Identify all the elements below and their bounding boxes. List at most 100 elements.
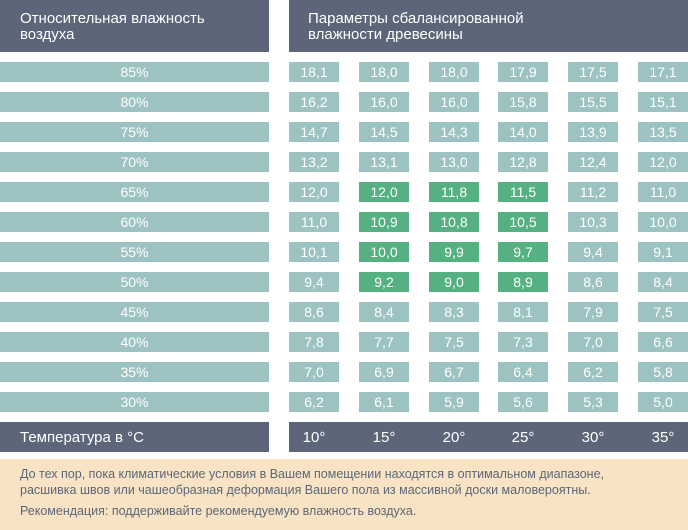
moisture-cell: 10,3 (568, 212, 618, 232)
table-row: 30% 6,2 6,1 5,9 5,6 5,3 5,0 (0, 392, 688, 412)
moisture-cell: 7,5 (638, 302, 688, 322)
wood-moisture-header-line2: влажности древесины (308, 26, 463, 43)
table-row: 85% 18,1 18,0 18,0 17,9 17,5 17,1 (0, 62, 688, 82)
table-row: 50% 9,4 9,2 9,0 8,9 8,6 8,4 (0, 272, 688, 292)
table-row: 65% 12,0 12,0 11,8 11,5 11,2 11,0 (0, 182, 688, 202)
humidity-header-line2: воздуха (20, 26, 75, 43)
moisture-cell: 6,6 (638, 332, 688, 352)
moisture-cell: 7,3 (498, 332, 548, 352)
moisture-cell: 5,9 (429, 392, 479, 412)
temperature-cell: 35° (651, 428, 675, 446)
moisture-cell: 7,9 (568, 302, 618, 322)
optimal-moisture-cell: 10,8 (429, 212, 479, 232)
humidity-cell: 60% (0, 212, 269, 232)
optimal-moisture-cell: 10,9 (359, 212, 409, 232)
moisture-cell: 6,2 (289, 392, 339, 412)
temperature-row: 10° 15° 20° 25° 30° 35° (289, 422, 688, 452)
moisture-cell: 14,3 (429, 122, 479, 142)
moisture-cell: 14,7 (289, 122, 339, 142)
optimal-moisture-cell: 11,8 (429, 182, 479, 202)
moisture-cell: 12,4 (568, 152, 618, 172)
moisture-cell: 7,8 (289, 332, 339, 352)
table-row: 60% 11,0 10,9 10,8 10,5 10,3 10,0 (0, 212, 688, 232)
table-row: 75% 14,7 14,5 14,3 14,0 13,9 13,5 (0, 122, 688, 142)
humidity-cell: 85% (0, 62, 269, 82)
moisture-cell: 13,0 (429, 152, 479, 172)
optimal-moisture-cell: 12,0 (359, 182, 409, 202)
moisture-cell: 17,5 (568, 62, 618, 82)
table-row: 45% 8,6 8,4 8,3 8,1 7,9 7,5 (0, 302, 688, 322)
note-line-2: расшивка швов или чашеобразная деформаци… (20, 483, 591, 497)
moisture-cell: 9,4 (289, 272, 339, 292)
moisture-cell: 12,8 (498, 152, 548, 172)
moisture-cell: 5,0 (638, 392, 688, 412)
moisture-cell: 8,3 (429, 302, 479, 322)
temperature-label: Температура в °C (20, 428, 144, 446)
moisture-cell: 18,1 (289, 62, 339, 82)
moisture-cell: 18,0 (359, 62, 409, 82)
temperature-cell: 15° (372, 428, 396, 446)
moisture-cell: 13,2 (289, 152, 339, 172)
moisture-cell: 9,4 (568, 242, 618, 262)
temperature-cell: 20° (442, 428, 466, 446)
optimal-moisture-cell: 10,0 (359, 242, 409, 262)
moisture-cell: 13,1 (359, 152, 409, 172)
moisture-cell: 7,0 (568, 332, 618, 352)
moisture-cell: 15,1 (638, 92, 688, 112)
moisture-cell: 5,3 (568, 392, 618, 412)
moisture-cell: 14,5 (359, 122, 409, 142)
wood-moisture-column-header: Параметры сбалансированной влажности дре… (289, 0, 688, 52)
optimal-moisture-cell: 9,9 (429, 242, 479, 262)
humidity-cell: 35% (0, 362, 269, 382)
moisture-cell: 17,1 (638, 62, 688, 82)
humidity-cell: 40% (0, 332, 269, 352)
wood-moisture-header-line1: Параметры сбалансированной (308, 10, 524, 27)
humidity-cell: 75% (0, 122, 269, 142)
optimal-moisture-cell: 9,7 (498, 242, 548, 262)
table-row: 55% 10,1 10,0 9,9 9,7 9,4 9,1 (0, 242, 688, 262)
moisture-cell: 6,1 (359, 392, 409, 412)
moisture-cell: 11,2 (568, 182, 618, 202)
optimal-moisture-cell: 8,9 (498, 272, 548, 292)
temperature-cell: 30° (581, 428, 605, 446)
note-line-1: До тех пор, пока климатические условия в… (20, 467, 605, 481)
note-recommendation: Рекомендация: поддерживайте рекомендуему… (20, 504, 417, 518)
moisture-cell: 15,8 (498, 92, 548, 112)
optimal-moisture-cell: 11,5 (498, 182, 548, 202)
info-note: До тех пор, пока климатические условия в… (0, 459, 688, 530)
humidity-header-line1: Относительная влажность (20, 10, 205, 27)
optimal-moisture-cell: 10,5 (498, 212, 548, 232)
moisture-cell: 12,0 (638, 152, 688, 172)
table-row: 80% 16,2 16,0 16,0 15,8 15,5 15,1 (0, 92, 688, 112)
moisture-cell: 6,7 (429, 362, 479, 382)
humidity-cell: 55% (0, 242, 269, 262)
moisture-cell: 7,7 (359, 332, 409, 352)
moisture-cell: 12,0 (289, 182, 339, 202)
moisture-cell: 11,0 (638, 182, 688, 202)
optimal-moisture-cell: 9,0 (429, 272, 479, 292)
moisture-cell: 9,1 (638, 242, 688, 262)
moisture-cell: 8,6 (289, 302, 339, 322)
moisture-cell: 8,1 (498, 302, 548, 322)
table-row: 35% 7,0 6,9 6,7 6,4 6,2 5,8 (0, 362, 688, 382)
moisture-cell: 8,4 (638, 272, 688, 292)
temperature-row-label: Температура в °C (0, 422, 269, 452)
moisture-cell: 11,0 (289, 212, 339, 232)
temperature-cell: 10° (302, 428, 326, 446)
moisture-cell: 8,4 (359, 302, 409, 322)
humidity-cell: 50% (0, 272, 269, 292)
moisture-cell: 16,0 (359, 92, 409, 112)
table-row: 70% 13,2 13,1 13,0 12,8 12,4 12,0 (0, 152, 688, 172)
moisture-cell: 18,0 (429, 62, 479, 82)
moisture-cell: 5,6 (498, 392, 548, 412)
humidity-cell: 65% (0, 182, 269, 202)
humidity-cell: 70% (0, 152, 269, 172)
moisture-cell: 10,1 (289, 242, 339, 262)
moisture-cell: 6,4 (498, 362, 548, 382)
moisture-cell: 10,0 (638, 212, 688, 232)
humidity-cell: 45% (0, 302, 269, 322)
humidity-column-header: Относительная влажность воздуха (0, 0, 269, 52)
moisture-cell: 5,8 (638, 362, 688, 382)
moisture-cell: 17,9 (498, 62, 548, 82)
moisture-cell: 8,6 (568, 272, 618, 292)
